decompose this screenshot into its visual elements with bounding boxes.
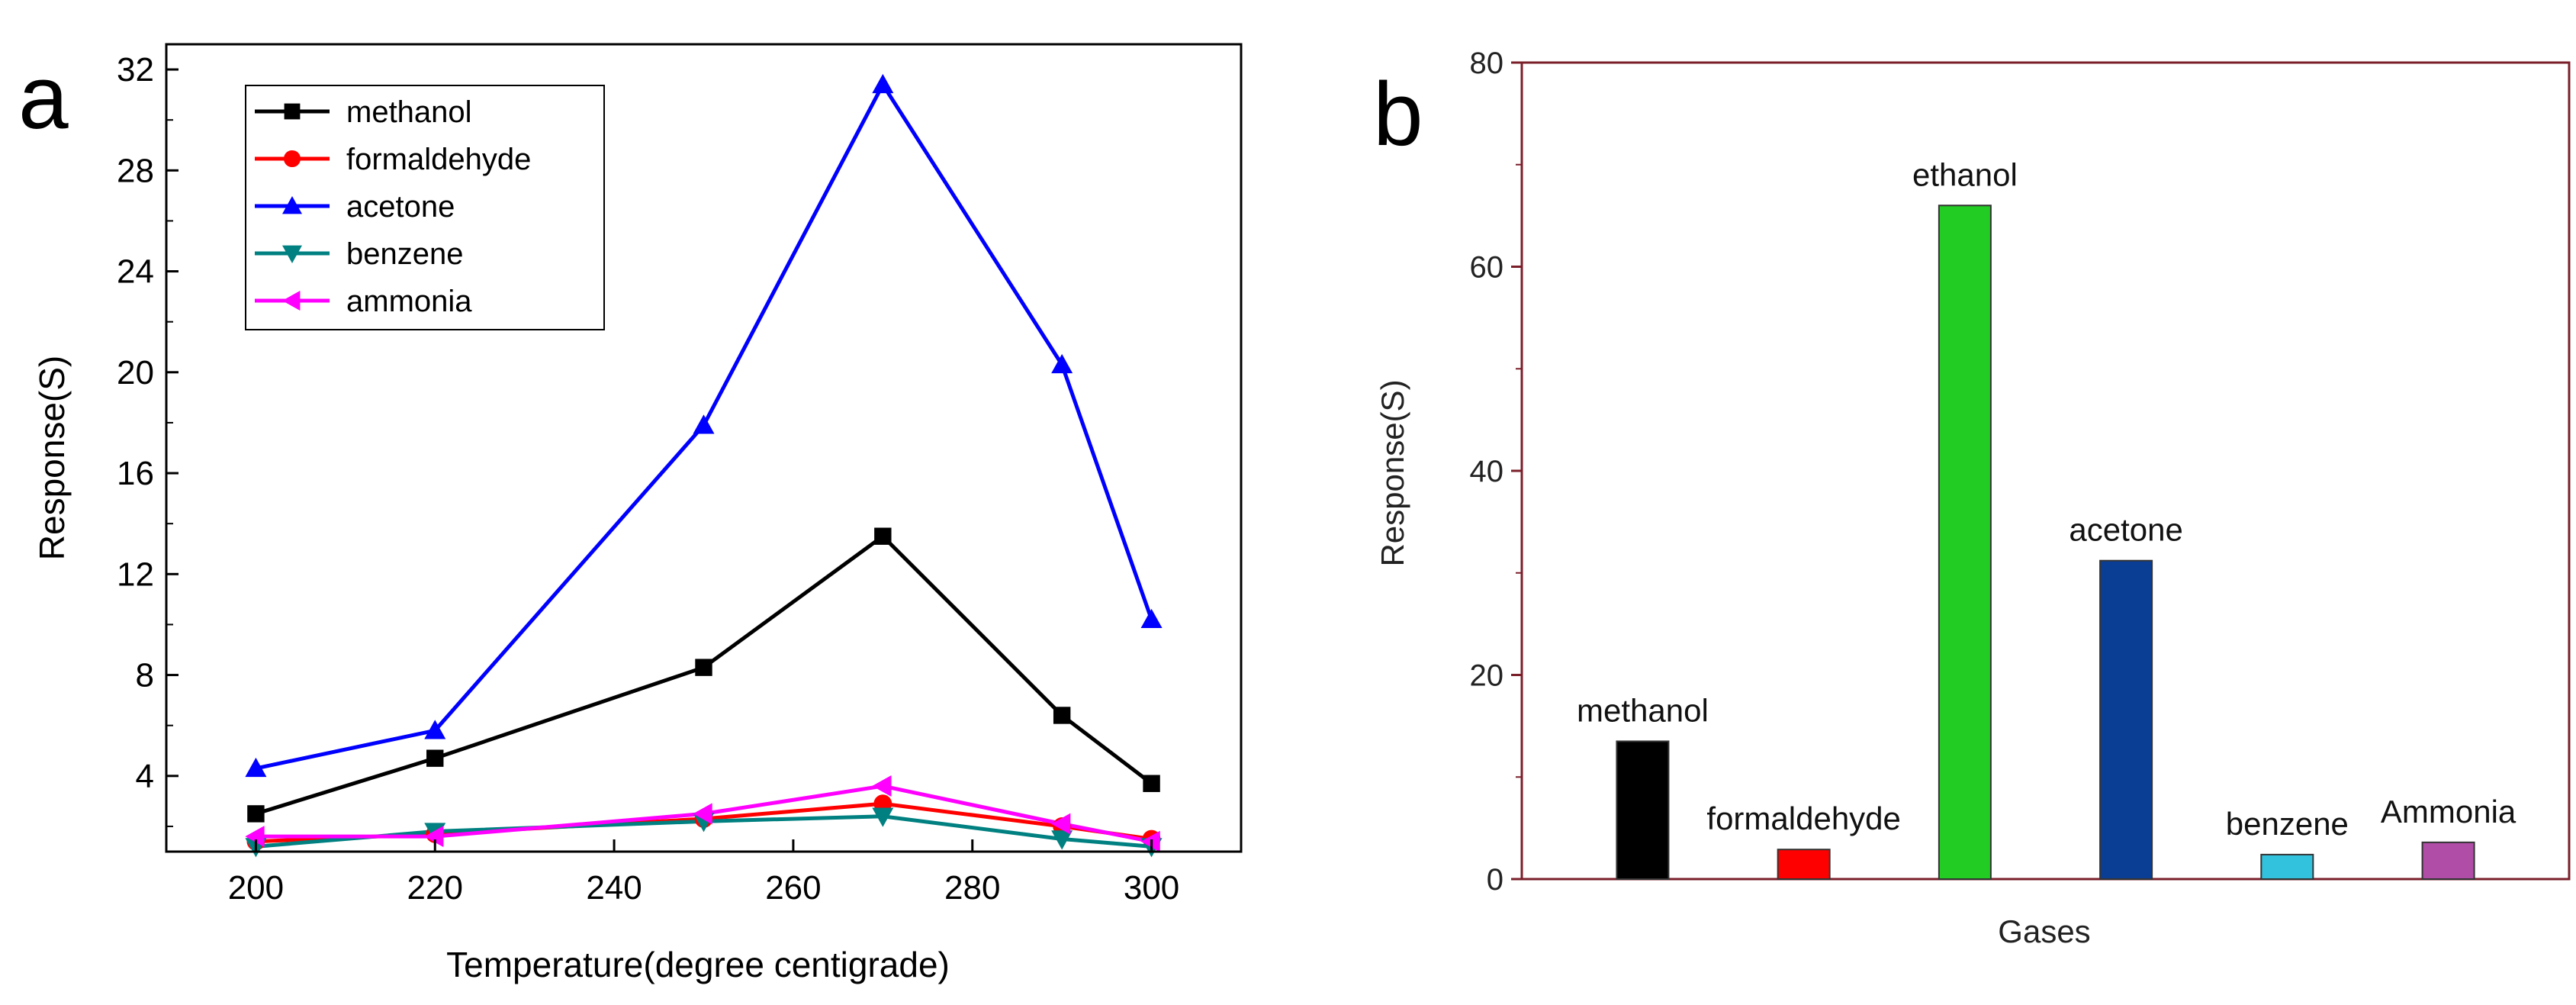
x-tick-label-a: 280 <box>944 869 1000 907</box>
bar-label-acetone: acetone <box>2069 512 2182 548</box>
data-point-ammonia <box>1051 813 1071 835</box>
bar-label-Ammonia: Ammonia <box>2381 794 2517 829</box>
y-tick-label-a: 4 <box>136 758 154 795</box>
y-tick-label-b: 20 <box>1470 659 1504 693</box>
x-tick-label-a: 200 <box>228 869 284 907</box>
data-point-ammonia <box>693 803 712 825</box>
x-tick-label-a: 260 <box>765 869 821 907</box>
y-tick-label-a: 8 <box>136 657 154 694</box>
bar-label-ethanol: ethanol <box>1912 156 2018 192</box>
legend-label-ammonia: ammonia <box>346 285 472 318</box>
data-point-ammonia <box>424 826 444 848</box>
y-tick-label-b: 40 <box>1470 455 1504 488</box>
bar-label-methanol: methanol <box>1577 692 1709 728</box>
data-point-methanol <box>247 805 265 823</box>
x-tick-label-a: 220 <box>407 869 463 907</box>
x-tick-label-a: 300 <box>1124 869 1179 907</box>
plot-frame-a <box>165 43 1243 853</box>
data-point-acetone <box>693 414 715 434</box>
data-point-methanol <box>1143 775 1160 792</box>
legend-marker-formaldehyde <box>283 150 301 168</box>
y-tick-label-a: 12 <box>117 556 154 593</box>
bar-label-formaldehyde: formaldehyde <box>1706 800 1900 836</box>
data-point-benzene <box>872 807 894 827</box>
x-axis-title-b: Gases <box>1998 913 2090 949</box>
legend-label-benzene: benzene <box>346 237 463 271</box>
y-axis-title-a: Response(S) <box>32 356 72 560</box>
y-tick-label-a: 24 <box>117 253 154 291</box>
y-tick-label-b: 0 <box>1487 863 1503 897</box>
data-point-methanol <box>426 749 444 767</box>
bar-label-benzene: benzene <box>2226 806 2349 842</box>
x-axis-title-a: Temperature(degree centigrade) <box>446 945 950 984</box>
legend-marker-acetone <box>282 196 302 214</box>
data-point-methanol <box>874 527 892 545</box>
data-point-ammonia <box>245 826 265 848</box>
series-line-methanol <box>255 534 1153 816</box>
x-tick-label-a: 240 <box>586 869 642 907</box>
bar-acetone <box>2099 559 2153 880</box>
data-point-acetone <box>424 720 446 739</box>
data-point-acetone <box>1140 608 1163 629</box>
panel-a-line-chart: a 200 220 240 260 280 300 4 8 12 16 20 24 28 32 metha… <box>18 43 1243 984</box>
panel-letter-a: a <box>18 47 69 148</box>
series-line-acetone <box>255 82 1153 771</box>
legend-label-formaldehyde: formaldehyde <box>346 143 531 176</box>
legend-label-acetone: acetone <box>346 190 455 224</box>
data-point-acetone <box>245 757 267 778</box>
panel-b-bar-chart: b 0 20 40 60 80 methanol formaldehyde ethanol a… <box>1373 47 2571 949</box>
bar-ethanol <box>1938 205 1992 880</box>
y-tick-label-b: 60 <box>1470 251 1504 285</box>
series-line-ammonia <box>256 784 1153 844</box>
bar-benzene <box>2260 853 2314 881</box>
legend-label-methanol: methanol <box>346 95 472 129</box>
legend-a: methanol formaldehyde acetone benzene ammoni… <box>245 85 605 330</box>
y-axis-title-b: Response(S) <box>1375 379 1410 566</box>
bar-methanol <box>1616 740 1670 880</box>
y-tick-label-a: 28 <box>117 152 154 189</box>
legend-marker-benzene <box>282 245 302 263</box>
y-tick-label-a: 16 <box>117 455 154 492</box>
y-tick-label-b: 80 <box>1470 47 1504 80</box>
data-point-methanol <box>1053 707 1071 724</box>
data-point-acetone <box>1051 353 1073 374</box>
y-tick-label-a: 32 <box>117 51 154 89</box>
data-point-ammonia <box>872 775 892 797</box>
data-point-benzene <box>1051 830 1073 850</box>
plot-frame-b <box>1520 61 2571 881</box>
bar-Ammonia <box>2421 841 2475 880</box>
series-line-benzene <box>256 814 1152 849</box>
legend-marker-methanol <box>284 103 301 120</box>
data-point-methanol <box>695 659 712 676</box>
bar-formaldehyde <box>1777 849 1831 881</box>
legend-marker-ammonia <box>282 291 301 311</box>
data-point-acetone <box>872 73 894 94</box>
panel-letter-b: b <box>1373 64 1423 165</box>
y-tick-label-a: 20 <box>117 354 154 391</box>
